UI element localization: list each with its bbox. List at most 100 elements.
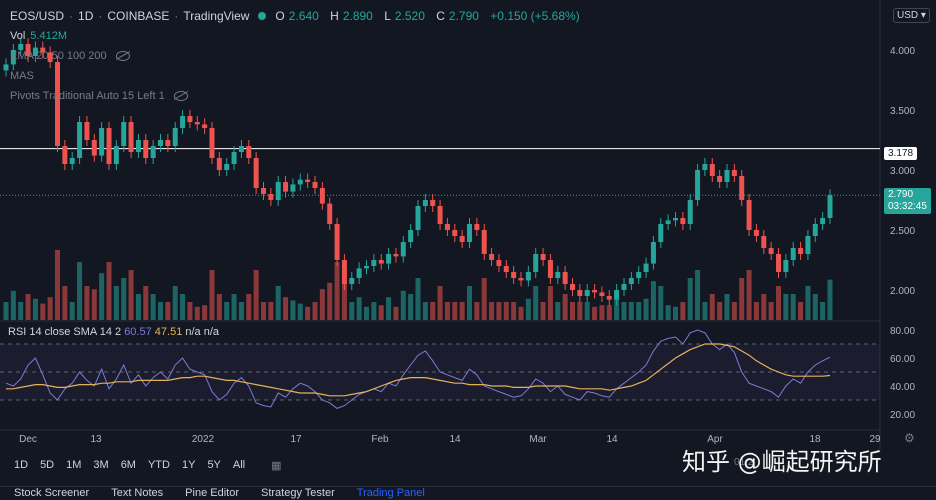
range-button-6m[interactable]: 6M	[120, 459, 136, 471]
volume-bar	[47, 297, 53, 320]
range-button-3m[interactable]: 3M	[93, 459, 109, 471]
candle-body	[238, 146, 244, 152]
rsi-tick-label: 60.00	[890, 354, 915, 365]
candle-body	[10, 50, 16, 65]
candle-body	[216, 158, 222, 170]
volume-bar	[180, 294, 186, 320]
candle-body	[312, 182, 318, 188]
volume-bar	[761, 294, 767, 320]
candle-body	[592, 290, 598, 293]
volume-bar	[430, 302, 436, 320]
rsi-tick-label: 40.00	[890, 382, 915, 393]
volume-bar	[731, 302, 737, 320]
range-button-1y[interactable]: 1Y	[181, 459, 196, 471]
volume-bar	[650, 281, 656, 320]
candle-body	[224, 164, 230, 170]
calendar-icon[interactable]: ▦	[271, 459, 282, 472]
time-tick-label: Feb	[371, 434, 389, 445]
volume-bar	[776, 286, 781, 320]
candle-body	[69, 158, 75, 164]
volume-bar	[261, 302, 266, 320]
volume-bar	[812, 294, 818, 320]
candle-body	[356, 268, 362, 278]
range-button-all[interactable]: All	[232, 459, 246, 471]
candle-body	[570, 284, 575, 290]
volume-bar	[540, 302, 546, 320]
settings-gear-icon[interactable]: ⚙	[904, 431, 915, 445]
tab-stock-screener[interactable]: Stock Screener	[14, 487, 90, 499]
range-button-1d[interactable]: 1D	[14, 459, 29, 471]
range-button-1m[interactable]: 1M	[66, 459, 82, 471]
candle-body	[430, 200, 436, 206]
candle-body	[246, 146, 252, 158]
tab-trading-panel[interactable]: Trading Panel	[356, 487, 425, 499]
candle-body	[297, 179, 303, 185]
candle-body	[452, 230, 458, 236]
candle-body	[378, 260, 384, 264]
candle-body	[614, 290, 620, 300]
volume-bar	[422, 302, 428, 320]
time-tick-label: Mar	[529, 434, 547, 445]
symbol-name[interactable]: EOS/USD	[10, 9, 65, 23]
tab-text-notes[interactable]: Text Notes	[111, 487, 164, 499]
rsi-line	[5, 329, 831, 409]
candle-body	[459, 236, 465, 242]
volume-bar	[643, 298, 649, 320]
candle-body	[290, 184, 296, 192]
volume-bar	[18, 302, 24, 320]
time-tick-label: Dec	[19, 434, 37, 445]
candle-body	[474, 224, 480, 230]
candle-body	[577, 290, 583, 296]
volume-bar	[525, 298, 531, 320]
candle-body	[143, 140, 149, 158]
volume-legend[interactable]: Vol 5.412M	[10, 30, 67, 42]
candle-body	[518, 278, 524, 281]
volume-bar	[673, 306, 678, 320]
candle-body	[650, 242, 656, 264]
candle-body	[128, 122, 134, 152]
candle-body	[562, 272, 568, 284]
volume-bar	[687, 278, 693, 320]
volume-bar	[128, 270, 134, 320]
rsi-legend[interactable]: RSI 14 close SMA 14 2 60.57 47.51 n/a n/…	[8, 326, 220, 338]
volume-bar	[614, 297, 620, 320]
candle-body	[746, 200, 752, 230]
volume-bar	[665, 305, 671, 320]
candle-body	[25, 44, 31, 56]
volume-bar	[717, 302, 723, 320]
volume-bar	[739, 278, 745, 320]
candle-body	[680, 218, 686, 224]
mas-legend[interactable]: MAS	[10, 70, 34, 82]
ema-legend[interactable]: EMA 20 50 100 200	[10, 46, 584, 66]
candle-body	[658, 224, 664, 242]
candle-body	[511, 272, 517, 278]
volume-bar	[378, 305, 384, 320]
candle-body	[180, 116, 186, 128]
candle-body	[84, 122, 90, 140]
volume-bar	[393, 306, 399, 320]
hidden-eye-icon[interactable]	[173, 91, 188, 101]
candle-body	[150, 146, 156, 158]
volume-bar	[334, 262, 340, 320]
range-button-5y[interactable]: 5Y	[207, 459, 221, 471]
candle-body	[275, 182, 281, 200]
currency-selector[interactable]: USD ▾	[893, 8, 930, 23]
volume-bar	[231, 294, 237, 320]
interval[interactable]: 1D	[78, 9, 94, 23]
range-button-5d[interactable]: 5D	[40, 459, 55, 471]
tab-pine-editor[interactable]: Pine Editor	[185, 487, 239, 499]
candle-body	[55, 62, 60, 146]
volume-bar	[798, 302, 804, 320]
volume-bar	[55, 250, 60, 320]
volume-bar	[202, 305, 208, 320]
tab-strategy-tester[interactable]: Strategy Tester	[260, 487, 335, 499]
candle-body	[253, 158, 259, 188]
time-tick-label: 14	[606, 434, 618, 445]
range-button-ytd[interactable]: YTD	[147, 459, 170, 471]
pivots-legend[interactable]: Pivots Traditional Auto 15 Left 1	[10, 86, 584, 106]
hidden-eye-icon[interactable]	[115, 51, 130, 61]
volume-bar	[695, 270, 701, 320]
candle-body	[393, 254, 399, 257]
volume-bar	[503, 302, 509, 320]
